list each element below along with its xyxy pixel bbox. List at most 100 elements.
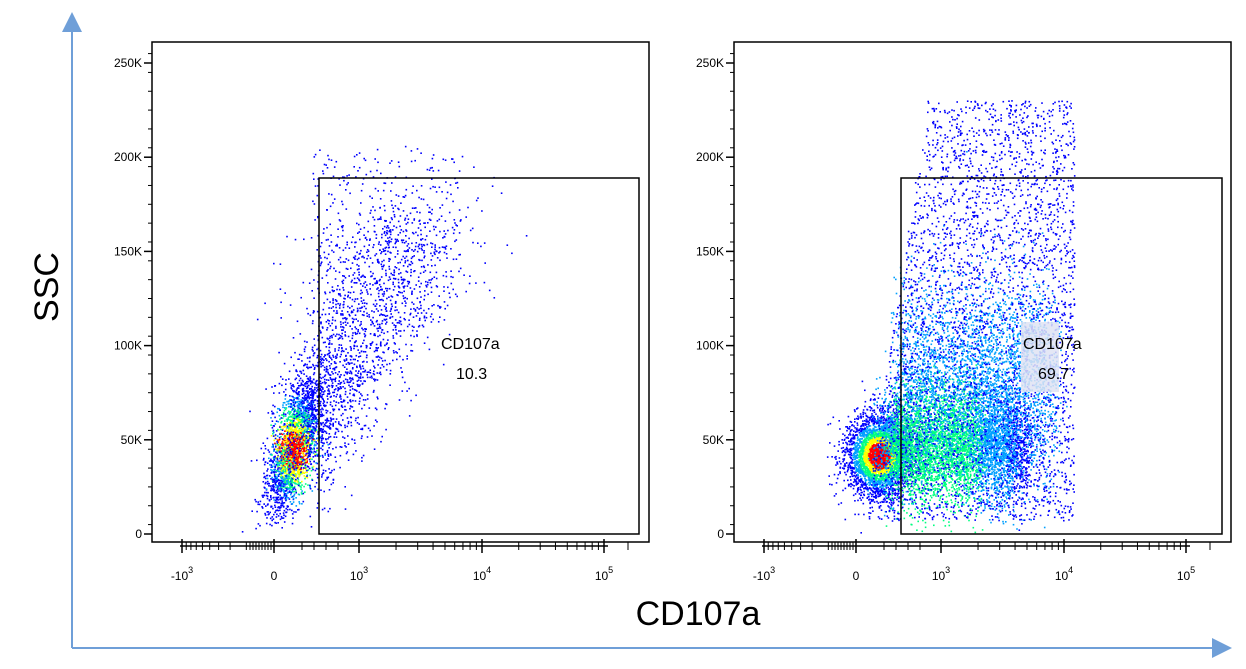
scatter-point xyxy=(399,355,401,358)
scatter-point xyxy=(292,471,295,473)
scatter-point xyxy=(349,355,352,357)
scatter-point xyxy=(308,357,311,359)
scatter-point xyxy=(315,426,318,428)
scatter-point xyxy=(299,410,301,413)
scatter-point xyxy=(399,330,402,332)
scatter-point xyxy=(371,341,374,343)
scatter-point xyxy=(381,233,383,236)
scatter-point xyxy=(284,464,287,466)
scatter-point xyxy=(293,455,296,458)
scatter-point xyxy=(312,403,314,405)
scatter-point xyxy=(320,389,323,392)
scatter-point xyxy=(298,379,301,382)
scatter-point xyxy=(288,418,290,421)
scatter-point xyxy=(349,362,351,365)
scatter-point xyxy=(292,425,294,427)
scatter-point xyxy=(299,333,302,335)
scatter-point xyxy=(289,457,292,460)
scatter-point xyxy=(276,491,279,493)
scatter-point xyxy=(368,314,370,316)
scatter-point xyxy=(336,243,338,246)
scatter-point xyxy=(286,469,288,471)
scatter-point xyxy=(313,338,315,340)
scatter-point xyxy=(377,335,379,338)
scatter-point xyxy=(338,293,340,296)
scatter-point xyxy=(375,281,378,284)
scatter-point xyxy=(306,426,309,429)
scatter-point xyxy=(263,494,266,497)
scatter-point xyxy=(356,251,358,254)
scatter-point xyxy=(291,522,294,525)
scatter-point xyxy=(287,475,289,478)
scatter-point xyxy=(441,204,444,206)
scatter-point xyxy=(282,461,284,464)
scatter-point xyxy=(264,512,266,515)
scatter-point xyxy=(301,480,303,483)
scatter-point xyxy=(276,469,278,472)
scatter-point xyxy=(387,250,389,253)
scatter-point xyxy=(285,449,287,451)
scatter-point xyxy=(387,225,389,227)
scatter-point xyxy=(288,459,291,462)
scatter-point xyxy=(298,441,300,444)
scatter-point xyxy=(314,443,316,446)
scatter-point xyxy=(328,374,331,376)
scatter-point xyxy=(264,447,267,450)
scatter-point xyxy=(353,257,356,259)
scatter-point xyxy=(297,387,300,389)
scatter-point xyxy=(283,494,286,496)
scatter-point xyxy=(374,334,376,337)
scatter-point xyxy=(840,447,843,450)
scatter-point xyxy=(317,439,319,442)
scatter-point xyxy=(266,497,269,500)
scatter-point xyxy=(320,415,322,418)
scatter-point xyxy=(310,469,313,472)
scatter-point xyxy=(344,390,347,393)
scatter-point xyxy=(308,366,311,369)
scatter-point xyxy=(279,487,282,489)
scatter-point xyxy=(350,494,353,497)
scatter-point xyxy=(423,250,425,252)
scatter-point xyxy=(327,154,329,157)
scatter-point xyxy=(302,457,304,459)
scatter-point xyxy=(283,521,286,523)
scatter-point xyxy=(276,450,278,452)
scatter-point xyxy=(381,329,383,331)
scatter-point xyxy=(264,445,266,447)
scatter-point xyxy=(307,443,309,446)
scatter-point xyxy=(309,446,311,448)
scatter-point xyxy=(337,258,340,261)
scatter-point xyxy=(344,334,346,336)
scatter-point xyxy=(379,342,382,345)
scatter-point xyxy=(420,266,423,268)
scatter-point xyxy=(305,407,307,409)
scatter-point xyxy=(322,391,325,393)
scatter-point xyxy=(311,393,314,395)
scatter-point xyxy=(334,372,337,374)
scatter-point xyxy=(375,233,378,236)
scatter-point xyxy=(401,376,404,379)
scatter-point xyxy=(351,438,353,441)
scatter-point xyxy=(301,437,304,439)
scatter-point xyxy=(349,291,352,294)
scatter-point xyxy=(319,402,321,405)
scatter-point xyxy=(299,416,301,418)
scatter-point xyxy=(400,229,403,231)
scatter-point xyxy=(415,394,417,397)
scatter-point xyxy=(281,414,283,416)
scatter-point xyxy=(286,474,289,476)
scatter-point xyxy=(310,447,312,449)
scatter-point xyxy=(298,460,301,463)
scatter-point xyxy=(323,381,326,383)
scatter-point xyxy=(337,402,340,404)
scatter-point xyxy=(432,185,434,188)
scatter-point xyxy=(411,192,414,194)
scatter-point xyxy=(329,205,332,208)
scatter-point xyxy=(330,234,332,236)
scatter-point xyxy=(299,438,302,440)
scatter-point xyxy=(289,427,292,429)
scatter-point xyxy=(312,389,314,392)
scatter-point xyxy=(367,220,370,223)
scatter-point xyxy=(335,325,337,328)
scatter-point xyxy=(511,252,513,255)
